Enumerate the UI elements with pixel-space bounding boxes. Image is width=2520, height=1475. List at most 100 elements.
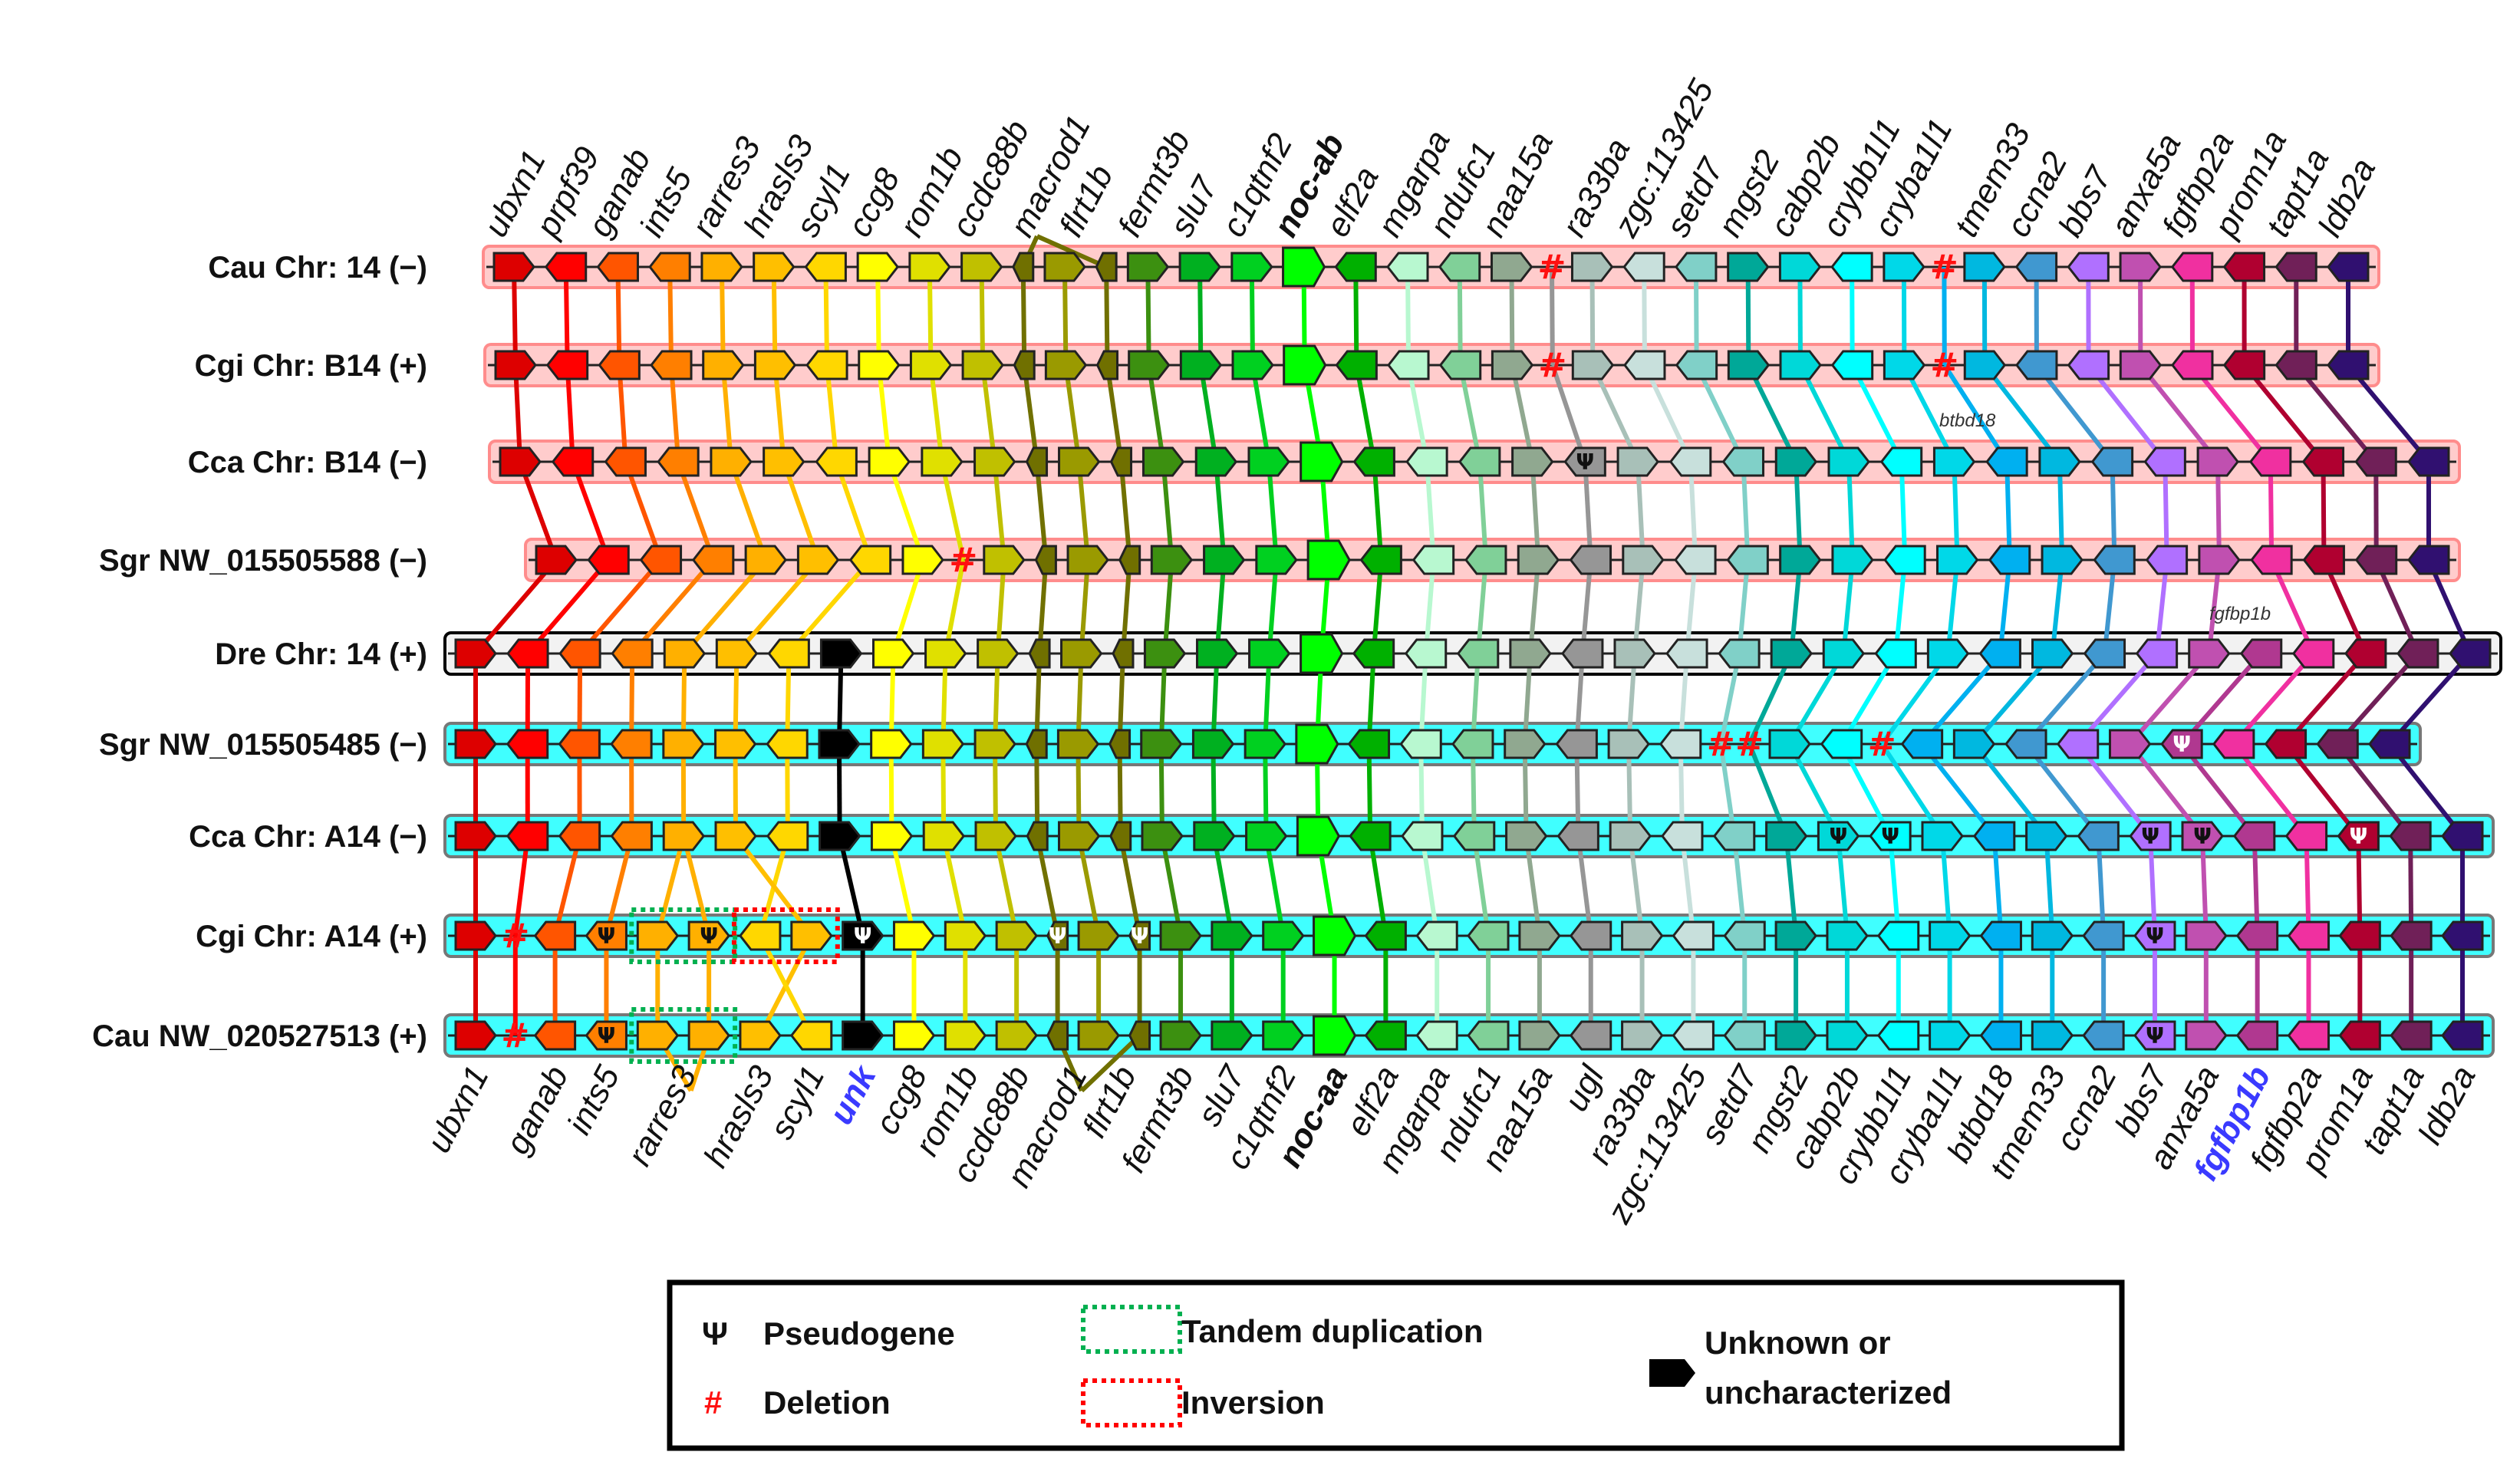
- link-ccdc88b: [993, 653, 1000, 745]
- link-rom1b: [927, 266, 934, 366]
- gene-fgfbp1b: [2235, 1020, 2279, 1051]
- link-ra33ba: [1636, 461, 1645, 561]
- link-ints5: [676, 460, 716, 561]
- gene-rom1b: [921, 446, 964, 477]
- gene-naa15a: [1505, 821, 1548, 851]
- pseudogene-icon: Ψ: [702, 1315, 728, 1352]
- link-setd7: [1741, 461, 1751, 561]
- gene-bbs7: [2129, 821, 2172, 851]
- gene-setd7: [1718, 638, 1761, 669]
- gene-tmem33: [2031, 638, 2074, 669]
- link-mgst2: [1784, 835, 1799, 937]
- link-ccdc88b: [979, 266, 986, 366]
- gene-rarres3: [636, 920, 680, 951]
- legend-inversion: Inversion: [1181, 1384, 1325, 1421]
- gene-ubxn1: [454, 920, 497, 951]
- gene-ganab: [558, 638, 601, 669]
- tandem-duplication-icon: [1081, 1305, 1182, 1354]
- link-elf2a: [1372, 461, 1384, 561]
- gene-ccna2: [2090, 446, 2134, 477]
- gene-btbd18: [1972, 821, 2016, 851]
- link-c1qtnf2: [1267, 559, 1279, 654]
- gene-prpf39: [544, 252, 588, 282]
- deletion-icon: #: [704, 1384, 722, 1421]
- gene-rarres3: [700, 252, 743, 282]
- link-flrt1b: [1076, 835, 1102, 937]
- gene-mgarpa: [1386, 252, 1429, 282]
- gene-ints5: [610, 821, 653, 851]
- gene-fgfbp1b: [2160, 729, 2203, 759]
- gene-label-ganab: ganab: [499, 1060, 576, 1161]
- link-ganab: [578, 558, 663, 655]
- gene-hrasls3: [763, 446, 805, 477]
- gene-ccna2: [2077, 821, 2120, 851]
- gene-fgfbp2a: [2250, 545, 2293, 575]
- gene-prpf39: [506, 821, 549, 851]
- gene-setd7: [1675, 350, 1718, 380]
- gene-crybb1l1: [1820, 729, 1863, 759]
- link-slu7: [1198, 364, 1219, 463]
- gene-ldb2a: [2407, 446, 2450, 477]
- gene-flrt1b: [1058, 446, 1101, 477]
- gene-tapt1a: [2316, 729, 2359, 759]
- gene-ccdc88b: [961, 350, 1004, 380]
- gene-ints5: [611, 638, 654, 669]
- link-ugl: [1576, 835, 1593, 937]
- deletion-ugl: #: [1538, 248, 1566, 287]
- gene-noc: [1296, 815, 1341, 857]
- gene-prom1a: [2338, 920, 2381, 951]
- link-ints5: [669, 364, 681, 463]
- gene-macrod1: [1028, 638, 1051, 669]
- gene-scyl1: [766, 729, 809, 759]
- pseudogene-icon: Ψ: [1829, 824, 1847, 849]
- gene-mgarpa: [1412, 545, 1455, 575]
- link-ccg8: [891, 559, 925, 654]
- link-fgfbp1b: [2252, 835, 2260, 937]
- gene-anxa5a: [2198, 545, 2241, 575]
- gene-prom1a: [2337, 821, 2380, 851]
- gene-setd7: [1721, 446, 1765, 477]
- gene-slu7: [1203, 545, 1246, 575]
- gene-ints5: [610, 729, 653, 759]
- gene-mgst2: [1774, 446, 1818, 477]
- gene-crybb1l1: [1874, 638, 1917, 669]
- link-ccdc88b: [993, 743, 999, 837]
- gene-rarres3: [662, 821, 706, 851]
- gene-prpf39: [506, 729, 549, 759]
- gene-ubxn1: [499, 446, 542, 477]
- gene-cabp2b: [1826, 1020, 1869, 1051]
- ortholog-links: [473, 234, 2472, 1093]
- link-rarres3: [720, 364, 733, 463]
- gene-tmem33: [2031, 1020, 2074, 1051]
- gene-macrod1: [1118, 545, 1141, 575]
- row-label: Cau NW_020527513 (+): [92, 1019, 427, 1053]
- gene-label-rarres3: rarres3: [621, 1059, 704, 1172]
- link-ccna2: [2102, 559, 2117, 654]
- gene-macrod1: [1025, 729, 1048, 759]
- gene-ccg8: [868, 446, 911, 477]
- gene-hrasls3: [715, 638, 759, 669]
- link-mgarpa: [1418, 653, 1428, 745]
- gene-zgc: [1623, 350, 1666, 380]
- deletion-prpf39: #: [501, 917, 529, 956]
- link-slu7: [1211, 835, 1234, 937]
- gene-zgc: [1622, 252, 1665, 282]
- gene-tmem33: [1952, 729, 1996, 759]
- gene-flrt1b: [1077, 1020, 1120, 1051]
- deletion-prpf39: #: [501, 1016, 529, 1055]
- link-elf2a: [1371, 559, 1384, 654]
- gene-tmem33: [2031, 920, 2074, 951]
- gene-naa15a: [1518, 1020, 1561, 1051]
- link-c1qtnf2: [1263, 653, 1272, 745]
- gene-prpf39: [545, 350, 589, 380]
- link-hrasls3: [771, 266, 778, 366]
- link-naa15a: [1530, 461, 1541, 561]
- link-ugl: [1549, 266, 1555, 366]
- pseudogene-icon: Ψ: [2141, 824, 2159, 849]
- pseudogene-icon: Ψ: [598, 924, 616, 949]
- link-ndufc1: [1470, 653, 1481, 745]
- gene-noc: [1283, 344, 1327, 386]
- link-hrasls3: [733, 653, 740, 745]
- gene-rom1b: [924, 638, 967, 669]
- gene-bbs7: [2067, 350, 2110, 380]
